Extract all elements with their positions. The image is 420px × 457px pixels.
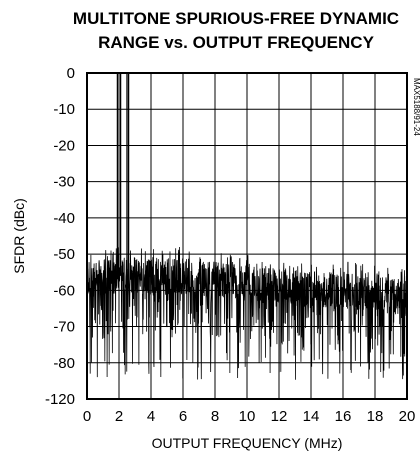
- y-tick-label: -40: [53, 210, 75, 227]
- data-trace: [86, 73, 408, 380]
- chart-title-line-2: RANGE vs. OUTPUT FREQUENCY: [98, 33, 374, 52]
- x-axis-label: OUTPUT FREQUENCY (MHz): [152, 435, 343, 451]
- x-tick-label: 10: [239, 408, 256, 425]
- x-tick-label: 4: [147, 408, 155, 425]
- x-tick-label: 12: [271, 408, 288, 425]
- plot-frame: [86, 72, 408, 400]
- y-tick-label: -50: [53, 246, 75, 263]
- y-tick-label: -10: [53, 101, 75, 118]
- y-tick-label: -20: [53, 137, 75, 154]
- y-tick-label: -60: [53, 282, 75, 299]
- y-tick-label: -120: [45, 391, 75, 408]
- y-axis-label: SFDR (dBc): [11, 198, 27, 273]
- x-axis-ticks: 0 2 4 6 8 10 12 14 16 18 20: [83, 408, 416, 425]
- y-tick-label: 0: [67, 65, 75, 82]
- y-tick-label: -80: [53, 355, 75, 372]
- x-tick-label: 6: [179, 408, 187, 425]
- noise-floor-trace: [86, 247, 408, 380]
- x-tick-label: 20: [399, 408, 416, 425]
- x-tick-label: 0: [83, 408, 91, 425]
- x-tick-label: 16: [335, 408, 352, 425]
- y-axis-ticks: 0 -10 -20 -30 -40 -50 -60 -70 -80 -120: [45, 65, 75, 408]
- figure-code-label: MAX5188/91-24: [412, 78, 420, 136]
- x-tick-label: 14: [303, 408, 320, 425]
- grid-lines: [87, 73, 407, 399]
- y-tick-label: -70: [53, 319, 75, 336]
- x-tick-label: 2: [115, 408, 123, 425]
- chart-title-line-1: MULTITONE SPURIOUS-FREE DYNAMIC: [73, 9, 399, 28]
- x-tick-label: 8: [211, 408, 219, 425]
- x-tick-label: 18: [367, 408, 384, 425]
- y-tick-label: -30: [53, 174, 75, 191]
